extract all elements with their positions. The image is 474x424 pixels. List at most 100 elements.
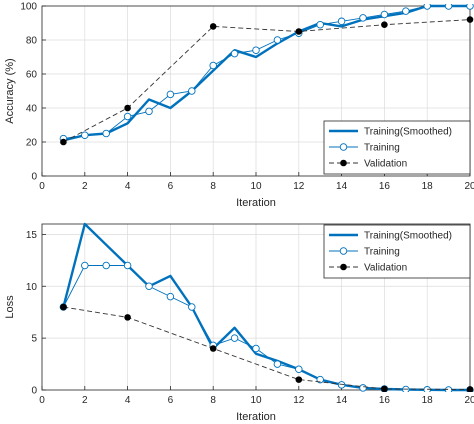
legend: Training(Smoothed) Training Validation [323, 224, 471, 279]
legend-marker [339, 143, 348, 151]
data-point [166, 292, 175, 301]
data-point [380, 10, 389, 19]
x-tick-label: 2 [82, 181, 88, 192]
y-axis-label: Accuracy (%) [4, 58, 16, 123]
data-point [252, 46, 260, 54]
data-point [209, 23, 217, 30]
data-point [423, 386, 431, 392]
x-tick-label: 10 [250, 395, 262, 406]
y-tick-label: 5 [31, 334, 37, 345]
data-point [423, 4, 431, 10]
y-tick-label: 40 [26, 104, 38, 115]
data-point [102, 129, 110, 138]
x-tick-label: 12 [293, 395, 305, 406]
series-line [63, 4, 470, 142]
data-point [102, 261, 110, 270]
legend-label: Training(Smoothed) [364, 127, 452, 138]
x-tick-label: 16 [379, 395, 391, 406]
x-tick-label: 20 [464, 395, 474, 406]
legend-label: Training [364, 247, 400, 258]
chart-1: 0 2 4 6 8 10 12 14 16 18 20 0 20 40 60 80 100 Iteration Ac… [4, 2, 474, 210]
y-tick-label: 60 [26, 70, 38, 81]
data-point [381, 385, 388, 392]
data-point [81, 261, 89, 270]
y-tick-label: 100 [20, 2, 37, 13]
chart-2: 0 2 4 6 8 10 12 14 16 18 20 0 5 10 15 Iteration Loss Trai… [4, 222, 474, 423]
data-point [230, 49, 239, 58]
data-point [123, 112, 132, 121]
x-tick-label: 0 [39, 181, 45, 192]
data-point [145, 282, 153, 291]
data-point [444, 4, 453, 10]
x-axis-label: Iteration [236, 197, 276, 209]
x-tick-label: 14 [336, 395, 348, 406]
data-point [60, 138, 67, 146]
data-point [209, 61, 217, 70]
legend-label: Validation [364, 159, 407, 170]
y-tick-label: 10 [26, 282, 38, 293]
y-tick-label: 0 [31, 172, 37, 183]
x-tick-label: 4 [125, 395, 131, 406]
x-tick-label: 16 [379, 181, 391, 192]
legend-marker [340, 159, 347, 167]
data-point [145, 107, 153, 116]
data-point [381, 21, 388, 29]
series-line [63, 306, 471, 390]
data-point [252, 344, 260, 353]
data-point [188, 87, 196, 95]
x-tick-label: 6 [168, 181, 174, 192]
x-tick-label: 8 [210, 395, 216, 406]
y-tick-label: 15 [26, 230, 38, 241]
data-point [295, 376, 303, 383]
y-tick-label: 0 [31, 386, 37, 397]
x-tick-label: 18 [422, 395, 434, 406]
legend-label: Training [364, 143, 400, 154]
data-point [466, 16, 474, 23]
data-point [402, 7, 410, 15]
x-axis-label: Iteration [236, 411, 276, 423]
data-point [188, 303, 196, 311]
data-point [359, 14, 367, 22]
x-tick-label: 2 [82, 395, 88, 406]
series-line [63, 19, 471, 143]
x-tick-label: 18 [422, 181, 434, 192]
data-point [166, 90, 175, 99]
data-point [337, 17, 346, 26]
series-dashed-filled-dot [60, 303, 474, 392]
data-point [359, 384, 367, 392]
data-point [316, 375, 324, 384]
data-point [273, 36, 282, 44]
x-tick-label: 10 [250, 181, 262, 192]
legend-box [323, 224, 471, 279]
legend-label: Training(Smoothed) [364, 231, 452, 242]
data-point [295, 365, 303, 374]
data-point [466, 4, 474, 10]
data-point [295, 28, 303, 35]
x-tick-label: 20 [464, 181, 474, 192]
y-tick-label: 20 [26, 138, 38, 149]
data-point [316, 20, 324, 29]
data-point [60, 303, 67, 311]
legend: Training(Smoothed) Training Validation [323, 120, 471, 175]
data-point [123, 261, 132, 270]
data-point [444, 386, 453, 392]
x-tick-label: 6 [168, 395, 174, 406]
y-axis-label: Loss [4, 295, 16, 319]
data-point [273, 360, 282, 368]
data-point [81, 131, 89, 139]
data-point [230, 334, 239, 342]
x-tick-label: 8 [210, 181, 216, 192]
data-point [124, 314, 131, 321]
x-tick-label: 14 [336, 181, 348, 192]
legend-label: Validation [364, 263, 407, 274]
legend-marker [340, 263, 347, 271]
x-tick-label: 12 [293, 181, 305, 192]
data-point [209, 345, 217, 352]
x-tick-label: 4 [125, 181, 131, 192]
data-point [124, 104, 131, 112]
x-tick-label: 0 [39, 395, 45, 406]
series-thick-solid [63, 4, 470, 142]
legend-marker [339, 247, 348, 255]
series-thin-solid-open-circle [59, 4, 474, 143]
